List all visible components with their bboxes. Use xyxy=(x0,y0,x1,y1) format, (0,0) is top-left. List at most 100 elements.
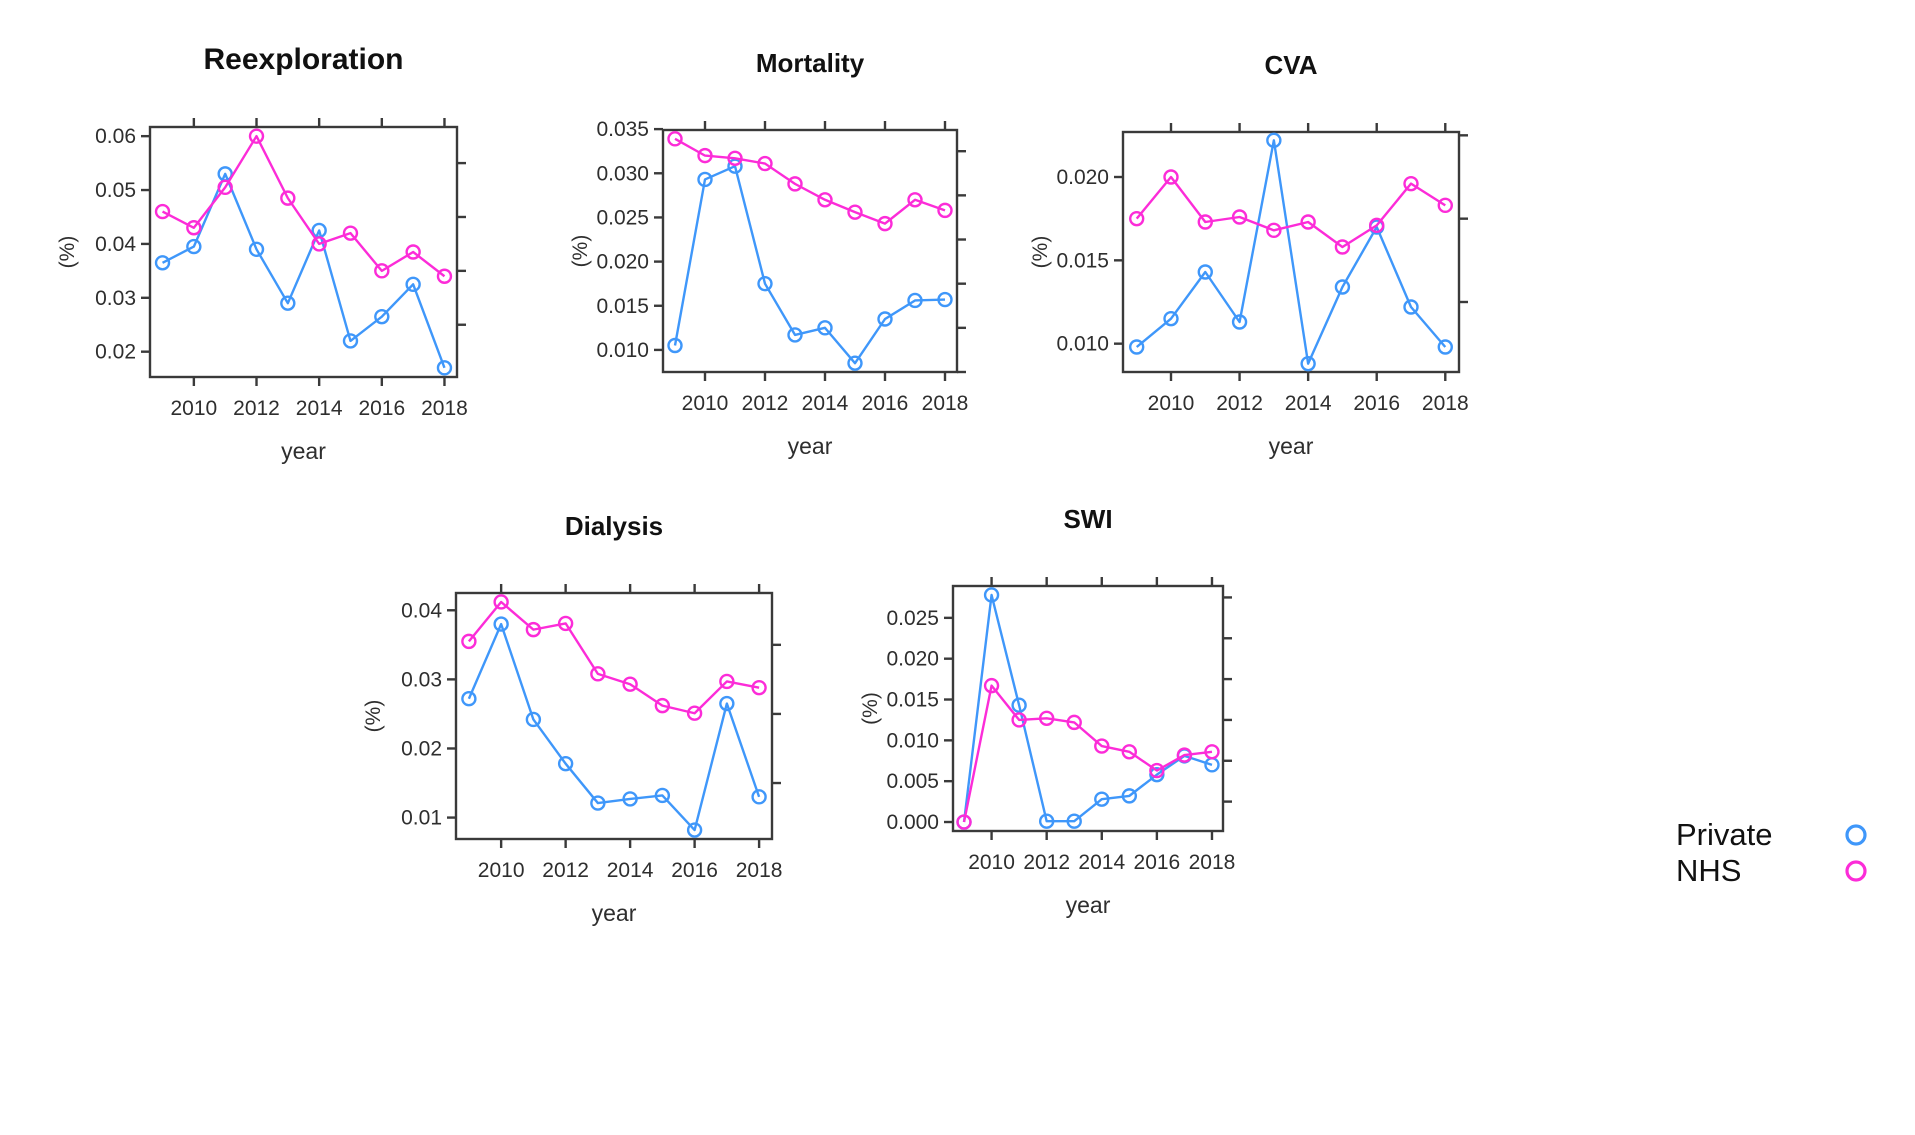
x-tick-label: 2010 xyxy=(1148,392,1195,415)
private-marker xyxy=(817,320,833,336)
y-tick-label: 0.025 xyxy=(596,206,649,229)
nhs-marker xyxy=(1300,214,1316,230)
private-marker xyxy=(1403,299,1419,315)
nhs-marker xyxy=(1403,175,1419,192)
nhs-marker xyxy=(719,673,735,690)
plot-box xyxy=(454,591,774,841)
nhs-marker xyxy=(751,679,767,696)
private-marker xyxy=(1197,264,1213,280)
private-marker xyxy=(667,337,683,354)
y-tick-label: 0.03 xyxy=(401,668,442,691)
nhs-marker xyxy=(1066,714,1082,731)
private-line xyxy=(161,172,446,369)
private-marker xyxy=(154,255,171,271)
x-tick-label: 2016 xyxy=(358,397,405,420)
legend-marker-icon xyxy=(1845,860,1867,882)
x-tick-label: 2014 xyxy=(802,392,849,415)
y-tick-label: 0.01 xyxy=(401,807,442,830)
y-tick-label: 0.02 xyxy=(401,737,442,760)
private-line xyxy=(962,593,1213,823)
private-marker xyxy=(847,355,863,371)
private-marker xyxy=(727,158,743,174)
plot-box xyxy=(951,584,1225,833)
nhs-marker xyxy=(1204,744,1220,760)
y-axis-label: (%) xyxy=(362,700,385,733)
x-tick-label: 2016 xyxy=(862,392,909,415)
y-tick-label: 0.020 xyxy=(1056,166,1109,189)
x-tick-label: 2016 xyxy=(1134,851,1181,874)
x-tick-label: 2016 xyxy=(671,859,718,882)
nhs-marker xyxy=(937,202,953,219)
chart-title: Reexploration xyxy=(203,43,403,76)
y-axis-label: (%) xyxy=(1029,236,1052,269)
y-tick-label: 0.030 xyxy=(596,162,649,185)
private-marker xyxy=(1231,314,1248,330)
nhs-marker xyxy=(1334,239,1351,255)
chart-mortality: 2010 2012 2014 2016 2018 0.010 0.015 0.020 0.025… xyxy=(569,48,968,459)
private-marker xyxy=(1163,310,1179,327)
x-tick-label: 2018 xyxy=(421,397,468,420)
nhs-marker xyxy=(1266,222,1282,239)
private-marker xyxy=(697,171,713,188)
private-marker xyxy=(461,691,477,707)
chart-title: CVA xyxy=(1265,50,1318,80)
y-tick-label: 0.02 xyxy=(95,341,136,364)
nhs-marker xyxy=(1149,762,1165,779)
private-marker xyxy=(907,292,923,309)
x-tick-label: 2010 xyxy=(170,397,217,420)
private-marker xyxy=(557,755,574,772)
nhs-marker xyxy=(686,705,703,721)
y-tick-label: 0.015 xyxy=(1056,249,1109,272)
legend-label: NHS xyxy=(1676,853,1741,888)
nhs-line xyxy=(962,684,1213,823)
chart-dialysis: 2010 2012 2014 2016 2018 0.01 0.02 0.03 0.04 Dial… xyxy=(362,511,782,926)
nhs-marker xyxy=(1038,710,1055,726)
x-tick-label: 2014 xyxy=(1078,851,1125,874)
private-marker xyxy=(686,822,703,838)
private-marker xyxy=(877,311,893,327)
x-axis-label: year xyxy=(1269,433,1314,459)
nhs-marker xyxy=(907,192,923,208)
chart-title: Dialysis xyxy=(565,511,663,541)
x-tick-label: 2012 xyxy=(542,859,589,882)
nhs-marker xyxy=(697,147,713,164)
y-tick-label: 0.035 xyxy=(596,118,649,141)
private-marker xyxy=(1094,791,1110,807)
x-tick-label: 2018 xyxy=(736,859,783,882)
nhs-marker xyxy=(248,128,265,144)
x-axis-label: year xyxy=(1066,892,1111,918)
nhs-marker xyxy=(374,263,390,279)
y-axis-label: (%) xyxy=(569,235,592,268)
private-line xyxy=(1135,139,1447,365)
x-tick-label: 2010 xyxy=(968,851,1015,874)
nhs-marker xyxy=(877,215,893,232)
nhs-marker xyxy=(1197,214,1213,230)
nhs-marker xyxy=(311,236,327,252)
nhs-marker xyxy=(557,615,574,632)
y-tick-label: 0.000 xyxy=(886,811,939,834)
x-tick-label: 2012 xyxy=(233,397,280,420)
nhs-marker xyxy=(727,150,743,166)
private-marker xyxy=(525,711,542,728)
x-tick-label: 2012 xyxy=(1023,851,1070,874)
x-tick-label: 2010 xyxy=(478,859,525,882)
chart-title: SWI xyxy=(1063,504,1112,534)
y-tick-label: 0.025 xyxy=(886,607,939,630)
chart-title: Mortality xyxy=(756,48,865,78)
nhs-marker xyxy=(667,131,683,147)
x-tick-label: 2018 xyxy=(1189,851,1236,874)
y-tick-label: 0.06 xyxy=(95,125,136,148)
private-line xyxy=(673,165,946,365)
y-tick-label: 0.04 xyxy=(401,599,442,622)
y-axis-label: (%) xyxy=(859,692,882,725)
nhs-marker xyxy=(956,814,972,830)
nhs-line xyxy=(674,137,946,225)
nhs-marker xyxy=(1129,210,1145,227)
nhs-marker xyxy=(217,179,233,196)
private-marker xyxy=(280,295,296,311)
x-axis-label: year xyxy=(592,900,637,926)
nhs-line xyxy=(161,134,446,278)
y-tick-label: 0.020 xyxy=(886,648,939,671)
nhs-marker xyxy=(186,220,202,236)
